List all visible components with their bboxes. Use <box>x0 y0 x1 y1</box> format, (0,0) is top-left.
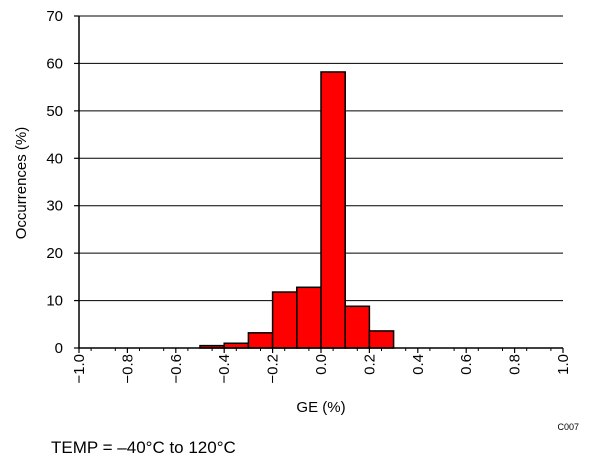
histogram-bar <box>369 331 393 348</box>
chart-code-label: C007 <box>557 422 579 432</box>
y-axis-title: Occurrences (%) <box>13 127 30 240</box>
histogram-bar <box>248 333 272 348</box>
bar-layer <box>200 72 394 348</box>
temperature-footnote: TEMP = –40°C to 120°C <box>51 438 236 458</box>
x-tick-label: 0.0 <box>313 354 330 375</box>
x-tick-label: −0.4 <box>216 354 233 384</box>
x-tick-label: 1.0 <box>555 354 572 375</box>
x-tick-label: −0.6 <box>168 354 185 384</box>
histogram-bar <box>321 72 345 348</box>
y-tick-label: 40 <box>46 150 63 167</box>
y-tick-label: 10 <box>46 293 63 310</box>
x-tick-label: −0.2 <box>265 354 282 384</box>
histogram-bar <box>273 292 297 348</box>
x-tick-label: 0.2 <box>361 354 378 375</box>
x-tick-label: 0.6 <box>458 354 475 375</box>
y-tick-label: 20 <box>46 245 63 262</box>
y-tick-label: 60 <box>46 55 63 72</box>
y-tick-label: 50 <box>46 103 63 120</box>
y-tick-label: 30 <box>46 198 63 215</box>
x-tick-label: 0.8 <box>507 354 524 375</box>
x-axis-title: GE (%) <box>296 399 345 416</box>
y-tick-label: 70 <box>46 8 63 25</box>
histogram-bar <box>297 287 321 348</box>
x-tick-label: 0.4 <box>410 354 427 375</box>
x-tick-label: −1.0 <box>71 354 88 384</box>
y-tick-label: 0 <box>55 340 63 357</box>
x-tick-label: −0.8 <box>119 354 136 384</box>
histogram-bar <box>345 306 369 348</box>
